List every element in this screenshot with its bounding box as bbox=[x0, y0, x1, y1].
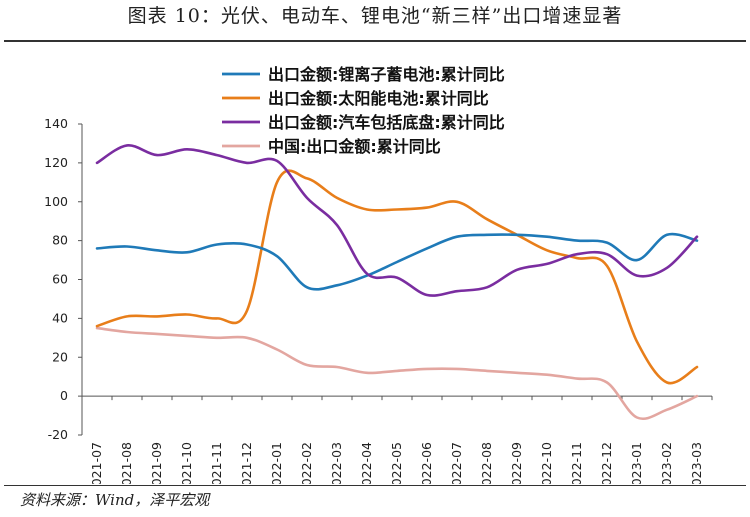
x-tick-label: 2022-07 bbox=[449, 442, 464, 484]
y-tick-label: 140 bbox=[44, 116, 68, 131]
y-tick-label: 0 bbox=[60, 388, 68, 403]
x-tick-label: 2021-11 bbox=[209, 442, 224, 484]
line-chart: 出口金额:锂离子蓄电池:累计同比出口金额:太阳能电池:累计同比出口金额:汽车包括… bbox=[44, 65, 713, 484]
x-tick-label: 2023-03 bbox=[689, 442, 704, 484]
x-tick-label: 2022-04 bbox=[359, 442, 374, 484]
y-tick-label: 120 bbox=[44, 155, 68, 170]
y-tick-label: 20 bbox=[52, 349, 68, 364]
x-tick-label: 2022-05 bbox=[389, 442, 404, 484]
y-tick-label: 80 bbox=[52, 233, 68, 248]
x-tick-label: 2022-09 bbox=[509, 442, 524, 484]
y-tick-label: 40 bbox=[52, 310, 68, 325]
x-tick-label: 2022-02 bbox=[299, 442, 314, 484]
x-tick-label: 2021-10 bbox=[179, 442, 194, 484]
y-tick-label: 60 bbox=[52, 272, 68, 287]
x-tick-label: 2022-08 bbox=[479, 442, 494, 484]
legend-label-1: 出口金额:太阳能电池:累计同比 bbox=[268, 89, 489, 108]
x-tick-label: 2021-07 bbox=[89, 442, 104, 484]
legend-label-0: 出口金额:锂离子蓄电池:累计同比 bbox=[268, 65, 505, 84]
x-tick-label: 2021-12 bbox=[239, 442, 254, 484]
series-line-1 bbox=[95, 169, 699, 385]
x-tick-label: 2021-09 bbox=[149, 442, 164, 484]
source-note: 资料来源：Wind，泽平宏观 bbox=[20, 491, 210, 509]
series-line-2 bbox=[95, 144, 699, 297]
x-tick-label: 2022-01 bbox=[269, 442, 284, 484]
x-tick-label: 2023-01 bbox=[629, 442, 644, 484]
legend: 出口金额:锂离子蓄电池:累计同比出口金额:太阳能电池:累计同比出口金额:汽车包括… bbox=[222, 65, 505, 156]
series-line-0 bbox=[95, 232, 699, 291]
x-tick-label: 2022-03 bbox=[329, 442, 344, 484]
x-tick-label: 2023-02 bbox=[659, 442, 674, 484]
source-divider bbox=[4, 485, 746, 486]
y-tick-label: -20 bbox=[48, 427, 68, 442]
legend-label-3: 中国:出口金额:累计同比 bbox=[268, 137, 441, 156]
series-line-3 bbox=[95, 326, 699, 420]
series-lines bbox=[95, 144, 699, 420]
x-tick-label: 2021-08 bbox=[119, 442, 134, 484]
x-tick-label: 2022-06 bbox=[419, 442, 434, 484]
y-tick-label: 100 bbox=[44, 194, 68, 209]
title-divider bbox=[4, 40, 746, 42]
axes: -20 0 20 40 60 80 100 120 140 2021-07 2021-08 2021-… bbox=[44, 116, 713, 484]
legend-label-2: 出口金额:汽车包括底盘:累计同比 bbox=[268, 113, 505, 132]
x-tick-label: 2022-12 bbox=[599, 442, 614, 484]
x-tick-label: 2022-11 bbox=[569, 442, 584, 484]
x-tick-label: 2022-10 bbox=[539, 442, 554, 484]
chart-title: 图表 10：光伏、电动车、锂电池“新三样”出口增速显著 bbox=[127, 5, 623, 27]
